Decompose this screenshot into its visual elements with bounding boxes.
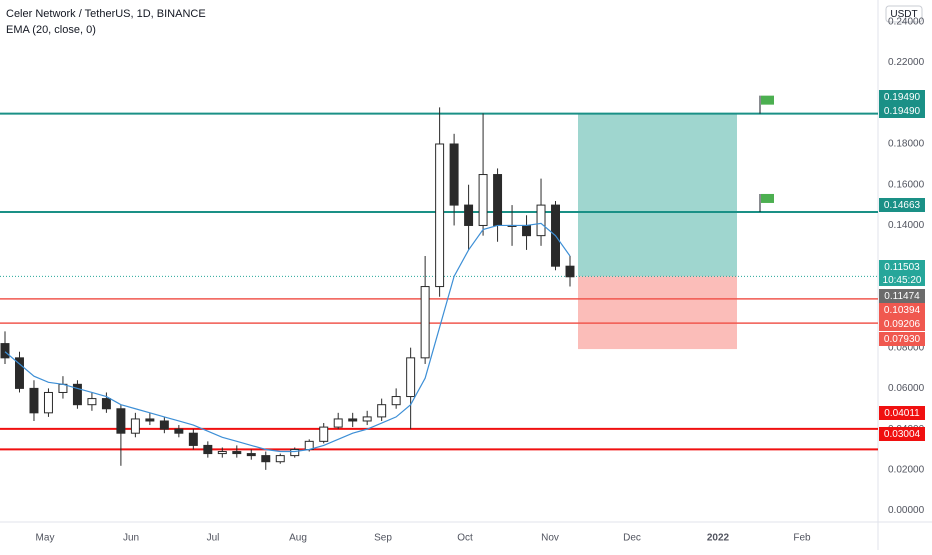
price-label: 0.07930 [884,334,921,345]
candle-body [290,448,300,457]
position-target-zone [578,113,737,277]
price-label: 0.11503 [884,262,920,273]
price-label-box [879,317,925,331]
candle-body [493,174,503,226]
candle-body [246,453,256,457]
price-label: 0.10394 [884,305,921,316]
price-label-box [879,104,925,118]
candle-body [232,451,242,455]
y-tick-label: 0.22000 [888,57,925,68]
candle-body [159,420,169,430]
price-label: 0.09206 [884,319,921,330]
x-tick-label: Jun [123,533,139,544]
price-label: 0.04011 [884,408,920,419]
price-label-box [879,332,925,346]
candle-body [261,455,271,463]
candle-body [203,444,213,455]
currency-box[interactable] [885,5,923,23]
candle-body [522,224,532,237]
price-label-box [879,303,925,317]
y-tick-label: 0.02000 [888,465,925,476]
price-label: 0.14663 [884,200,921,211]
y-tick-label: 0.08000 [888,342,925,353]
candle-body [406,357,416,398]
y-tick-label: 0.06000 [888,383,925,394]
candle-body [43,391,53,414]
candle-body [174,428,184,434]
x-tick-label: Feb [793,533,811,544]
flag [761,193,774,203]
price-label: 0.11474 [884,291,920,302]
x-tick-label: Dec [623,533,641,544]
currency-label[interactable]: USDT [890,9,917,20]
candle-body [319,426,329,442]
flag [761,95,774,105]
x-tick-label: Jul [207,533,220,544]
price-label-box [879,260,925,274]
candle-body [435,143,445,288]
x-tick-label: Nov [541,533,559,544]
candle-body [478,174,488,226]
x-tick-label: 2022 [707,533,730,544]
candle-body [362,416,372,422]
price-label: 0.03004 [884,429,921,440]
candle-body [420,286,430,359]
countdown-box [879,274,925,286]
candle-body [449,143,459,206]
candle-body [565,265,575,278]
candle-body [0,343,10,359]
y-tick-label: 0.16000 [888,179,925,190]
price-label-box [879,289,925,303]
price-label-box [879,198,925,212]
y-tick-label: 0.14000 [888,220,925,231]
chart-title: Celer Network / TetherUS, 1D, BINANCE [6,8,206,20]
candle-body [188,432,198,446]
y-tick-label: 0.00000 [888,505,925,516]
price-label: 0.19490 [884,106,921,117]
candle-body [536,204,546,237]
candle-body [29,387,39,414]
position-stop-zone [578,276,737,350]
y-tick-label: 0.24000 [888,16,925,27]
x-tick-label: Oct [457,533,473,544]
price-label-box [879,406,925,420]
candle-body [391,396,401,406]
indicator-label: EMA (20, close, 0) [6,24,96,36]
y-tick-label: 0.18000 [888,139,925,150]
candle-body [333,418,343,428]
candle-body [377,404,387,418]
candle-body [275,455,285,463]
countdown-label: 10:45:20 [883,275,922,286]
candle-body [72,383,82,406]
ema-line [4,222,571,453]
price-label: 0.19490 [884,92,921,103]
price-label-box [879,90,925,104]
candle-body [130,418,140,434]
price-label-box [879,427,925,441]
x-tick-label: Sep [374,533,392,544]
x-tick-label: May [36,533,55,544]
candle-body [217,451,227,455]
candle-body [116,408,126,434]
x-tick-label: Aug [289,533,307,544]
candle-body [15,357,24,389]
candle-body [464,204,474,226]
candle-body [87,398,97,406]
candle-body [145,418,155,422]
candle-body [348,418,358,422]
candle-body [101,398,111,410]
